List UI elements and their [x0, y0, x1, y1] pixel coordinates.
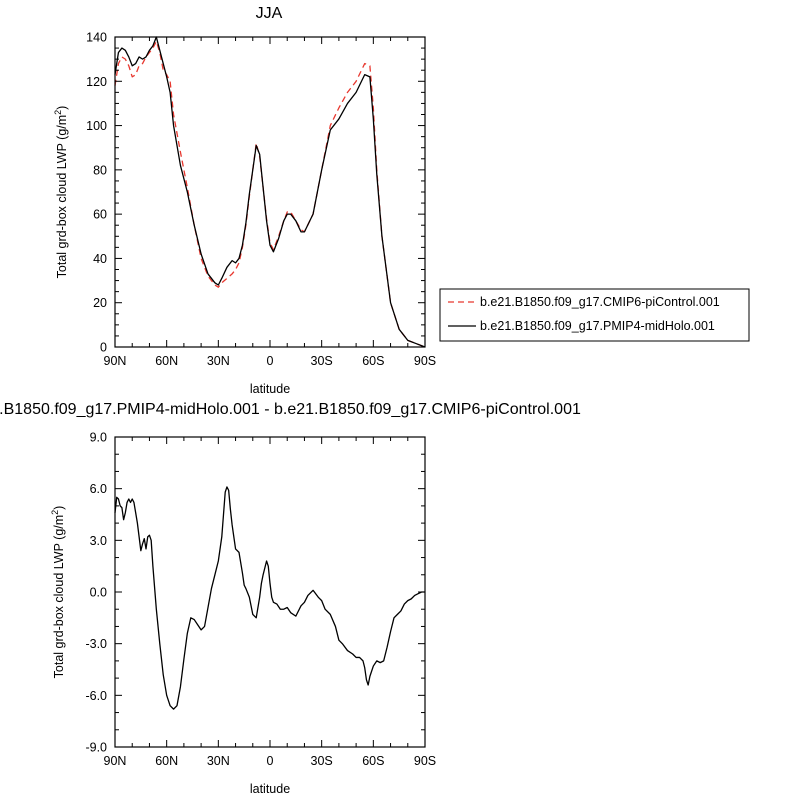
top-panel-y-tick-label: 100 [86, 119, 107, 133]
top-panel-y-tick-label: 140 [86, 31, 107, 45]
bottom-panel-x-tick-label: 60S [362, 754, 384, 768]
top-panel-x-tick-label: 30N [207, 354, 230, 368]
bottom-panel-ylabel: Total grd-box cloud LWP (g/m2) [50, 506, 66, 679]
legend: b.e21.B1850.f09_g17.CMIP6-piControl.001 … [439, 288, 750, 342]
top-panel-ticks: 90N 60N 30N 0 30S 60S 90S 0 20 40 60 80 100 120 140 [86, 31, 436, 369]
top-panel-x-tick-label: 60N [155, 354, 178, 368]
top-panel-series-1 [114, 36, 426, 348]
bottom-panel-x-tick-label: 90N [104, 754, 127, 768]
bottom-panel-y-tick-label: 0.0 [90, 586, 107, 600]
bottom-panel-x-tick-label: 60N [155, 754, 178, 768]
top-panel-y-tick-label: 20 [93, 296, 107, 310]
top-panel-y-tick-label: 120 [86, 75, 107, 89]
top-panel-ylabel-close: ) [55, 106, 69, 110]
bottom-panel-series-0 [114, 486, 425, 710]
bottom-panel-y-tick-label: -3.0 [85, 637, 107, 651]
bottom-panel-y-tick-label: -6.0 [85, 689, 107, 703]
top-panel-y-tick-label: 80 [93, 163, 107, 177]
top-panel-x-tick-label: 30S [311, 354, 333, 368]
bottom-panel-y-tick-label: 9.0 [90, 431, 107, 445]
legend-label-midholo: b.e21.B1850.f09_g17.PMIP4-midHolo.001 [480, 319, 715, 333]
top-panel-y-tick-label: 60 [93, 208, 107, 222]
legend-label-picontrol: b.e21.B1850.f09_g17.CMIP6-piControl.001 [480, 295, 720, 309]
bottom-panel-x-tick-label: 30N [207, 754, 230, 768]
bottom-panel-x-tick-label: 30S [311, 754, 333, 768]
top-panel: JJA 90N 60N 30N 0 30S 60S 90S 0 20 40 60 80 100 120 14… [53, 5, 436, 396]
bottom-panel-y-tick-label: -9.0 [85, 741, 107, 755]
top-panel-x-tick-label: 90S [414, 354, 436, 368]
bottom-panel-x-tick-label: 90S [414, 754, 436, 768]
bottom-panel-lines [114, 486, 425, 710]
bottom-panel-ticks: 90N 60N 30N 0 30S 60S 90S -9.0 -6.0 -3.0 0.0 3.0 6.0… [85, 431, 436, 769]
bottom-panel-ylabel-sup: 2 [50, 510, 60, 515]
bottom-panel-ylabel-main: Total grd-box cloud LWP (g/m [52, 515, 66, 679]
top-panel-x-tick-label: 0 [267, 354, 274, 368]
top-panel-y-tick-label: 0 [100, 341, 107, 355]
bottom-panel-xlabel: latitude [250, 782, 290, 796]
bottom-panel-y-tick-label: 6.0 [90, 482, 107, 496]
bottom-panel: b.e21.B1850.f09_g17.PMIP4-midHolo.001 - … [0, 401, 581, 796]
bottom-panel-title: b.e21.B1850.f09_g17.PMIP4-midHolo.001 - … [0, 401, 581, 418]
top-panel-xlabel: latitude [250, 382, 290, 396]
bottom-panel-x-tick-label: 0 [267, 754, 274, 768]
top-panel-x-tick-label: 90N [104, 354, 127, 368]
legend-box [439, 288, 750, 342]
top-panel-lines [114, 36, 426, 348]
top-panel-y-tick-label: 40 [93, 252, 107, 266]
bottom-panel-frame [114, 436, 426, 748]
top-panel-ylabel: Total grd-box cloud LWP (g/m2) [53, 106, 69, 279]
top-panel-ylabel-main: Total grd-box cloud LWP (g/m [55, 115, 69, 279]
top-panel-ylabel-sup: 2 [53, 110, 63, 115]
bottom-panel-y-tick-label: 3.0 [90, 534, 107, 548]
top-panel-title: JJA [256, 5, 283, 22]
top-panel-x-tick-label: 60S [362, 354, 384, 368]
bottom-panel-ylabel-close: ) [52, 506, 66, 510]
